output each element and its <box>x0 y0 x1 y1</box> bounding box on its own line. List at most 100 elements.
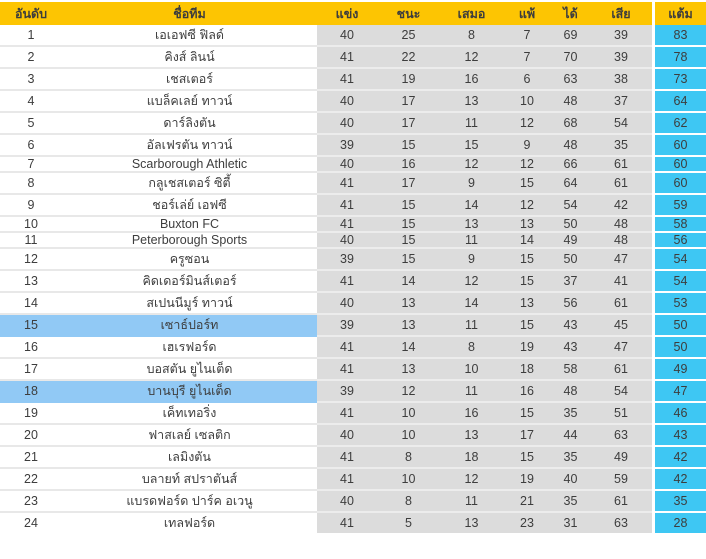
points-cell: 60 <box>652 135 706 157</box>
played-cell: 41 <box>317 217 377 233</box>
played-cell: 41 <box>317 359 377 381</box>
drawn-cell: 8 <box>440 337 503 359</box>
lost-cell: 12 <box>503 113 551 135</box>
lost-cell: 17 <box>503 425 551 447</box>
goals-against-cell: 41 <box>590 271 652 293</box>
team-name-cell: เซาธ์ปอร์ท <box>62 315 317 337</box>
drawn-cell: 13 <box>440 217 503 233</box>
goals-for-cell: 48 <box>551 135 590 157</box>
lost-cell: 6 <box>503 69 551 91</box>
drawn-cell: 16 <box>440 403 503 425</box>
won-cell: 8 <box>377 447 440 469</box>
points-cell: 50 <box>652 315 706 337</box>
won-cell: 19 <box>377 69 440 91</box>
table-row[interactable]: 24 เทลฟอร์ด 41 5 13 23 31 63 28 <box>0 513 706 533</box>
table-row[interactable]: 10 Buxton FC 41 15 13 13 50 48 58 <box>0 217 706 233</box>
drawn-cell: 11 <box>440 113 503 135</box>
lost-cell: 19 <box>503 337 551 359</box>
table-row[interactable]: 2 คิงส์ ลินน์ 41 22 12 7 70 39 78 <box>0 47 706 69</box>
points-cell: 83 <box>652 25 706 47</box>
table-row[interactable]: 7 Scarborough Athletic 40 16 12 12 66 61 60 <box>0 157 706 173</box>
table-row[interactable]: 15 เซาธ์ปอร์ท 39 13 11 15 43 45 50 <box>0 315 706 337</box>
table-row[interactable]: 11 Peterborough Sports 40 15 11 14 49 48 56 <box>0 233 706 249</box>
table-header-row: อันดับ ชื่อทีม แข่ง ชนะ เสมอ แพ้ ได้ เสี… <box>0 2 706 25</box>
table-row[interactable]: 20 ฟาสเลย์ เซลติก 40 10 13 17 44 63 43 <box>0 425 706 447</box>
points-cell: 62 <box>652 113 706 135</box>
drawn-cell: 10 <box>440 359 503 381</box>
team-name-cell: ครูซอน <box>62 249 317 271</box>
table-row[interactable]: 18 บานบุรี ยูไนเต็ด 39 12 11 16 48 54 47 <box>0 381 706 403</box>
goals-against-cell: 61 <box>590 359 652 381</box>
lost-cell: 13 <box>503 217 551 233</box>
table-row[interactable]: 22 บลายท์ สปราตันส์ 41 10 12 19 40 59 42 <box>0 469 706 491</box>
lost-cell: 7 <box>503 47 551 69</box>
goals-against-cell: 37 <box>590 91 652 113</box>
goals-against-cell: 48 <box>590 233 652 249</box>
drawn-cell: 16 <box>440 69 503 91</box>
goals-against-cell: 61 <box>590 173 652 195</box>
won-cell: 15 <box>377 135 440 157</box>
team-name-cell: เฮเรฟอร์ด <box>62 337 317 359</box>
team-name-cell: ดาร์ลิงตัน <box>62 113 317 135</box>
goals-against-cell: 59 <box>590 469 652 491</box>
table-row[interactable]: 23 แบรดฟอร์ด ปาร์ค อเวนู 40 8 11 21 35 61 35 <box>0 491 706 513</box>
team-name-cell: คิงส์ ลินน์ <box>62 47 317 69</box>
table-row[interactable]: 13 คิดเดอร์มินส์เตอร์ 41 14 12 15 37 41 54 <box>0 271 706 293</box>
header-rank: อันดับ <box>14 6 48 21</box>
drawn-cell: 8 <box>440 25 503 47</box>
lost-cell: 21 <box>503 491 551 513</box>
played-cell: 41 <box>317 47 377 69</box>
table-row[interactable]: 4 แบล็คเลย์ ทาวน์ 40 17 13 10 48 37 64 <box>0 91 706 113</box>
team-name-cell: เลมิงตัน <box>62 447 317 469</box>
table-row[interactable]: 1 เอเอฟซี ฟิลด์ 40 25 8 7 69 39 83 <box>0 25 706 47</box>
rank-cell: 13 <box>0 271 62 293</box>
rank-cell: 16 <box>0 337 62 359</box>
header-goals-against: เสีย <box>611 6 631 21</box>
goals-for-cell: 35 <box>551 403 590 425</box>
rank-cell: 22 <box>0 469 62 491</box>
team-name-cell: กลูเชสเตอร์ ซิตี้ <box>62 173 317 195</box>
table-row[interactable]: 5 ดาร์ลิงตัน 40 17 11 12 68 54 62 <box>0 113 706 135</box>
table-row[interactable]: 8 กลูเชสเตอร์ ซิตี้ 41 17 9 15 64 61 60 <box>0 173 706 195</box>
points-cell: 64 <box>652 91 706 113</box>
table-row[interactable]: 21 เลมิงตัน 41 8 18 15 35 49 42 <box>0 447 706 469</box>
table-row[interactable]: 9 ชอร์เล่ย์ เอฟซี 41 15 14 12 54 42 59 <box>0 195 706 217</box>
table-row[interactable]: 6 อัลเฟรตัน ทาวน์ 39 15 15 9 48 35 60 <box>0 135 706 157</box>
goals-against-cell: 39 <box>590 47 652 69</box>
won-cell: 10 <box>377 403 440 425</box>
lost-cell: 15 <box>503 173 551 195</box>
goals-for-cell: 50 <box>551 217 590 233</box>
rank-cell: 5 <box>0 113 62 135</box>
won-cell: 13 <box>377 315 440 337</box>
lost-cell: 15 <box>503 447 551 469</box>
won-cell: 13 <box>377 359 440 381</box>
points-cell: 60 <box>652 157 706 173</box>
goals-for-cell: 54 <box>551 195 590 217</box>
goals-against-cell: 47 <box>590 337 652 359</box>
goals-against-cell: 63 <box>590 425 652 447</box>
table-row[interactable]: 17 บอสตัน ยูไนเต็ด 41 13 10 18 58 61 49 <box>0 359 706 381</box>
played-cell: 39 <box>317 315 377 337</box>
team-name-cell: บานบุรี ยูไนเต็ด <box>62 381 317 403</box>
played-cell: 40 <box>317 425 377 447</box>
played-cell: 40 <box>317 157 377 173</box>
played-cell: 39 <box>317 381 377 403</box>
drawn-cell: 12 <box>440 47 503 69</box>
rank-cell: 2 <box>0 47 62 69</box>
team-name-cell: บอสตัน ยูไนเต็ด <box>62 359 317 381</box>
rank-cell: 7 <box>0 157 62 173</box>
points-cell: 28 <box>652 513 706 533</box>
table-body: 1 เอเอฟซี ฟิลด์ 40 25 8 7 69 39 83 2 คิงส์ ลินน์ 41… <box>0 25 706 533</box>
table-row[interactable]: 3 เชสเตอร์ 41 19 16 6 63 38 73 <box>0 69 706 91</box>
drawn-cell: 13 <box>440 513 503 533</box>
lost-cell: 10 <box>503 91 551 113</box>
goals-for-cell: 35 <box>551 491 590 513</box>
won-cell: 12 <box>377 381 440 403</box>
team-name-cell: ฟาสเลย์ เซลติก <box>62 425 317 447</box>
table-row[interactable]: 14 สเปนนีมูร์ ทาวน์ 40 13 14 13 56 61 53 <box>0 293 706 315</box>
table-row[interactable]: 12 ครูซอน 39 15 9 15 50 47 54 <box>0 249 706 271</box>
won-cell: 15 <box>377 249 440 271</box>
table-row[interactable]: 19 เค็ทเทอริ่ง 41 10 16 15 35 51 46 <box>0 403 706 425</box>
table-row[interactable]: 16 เฮเรฟอร์ด 41 14 8 19 43 47 50 <box>0 337 706 359</box>
goals-against-cell: 54 <box>590 381 652 403</box>
